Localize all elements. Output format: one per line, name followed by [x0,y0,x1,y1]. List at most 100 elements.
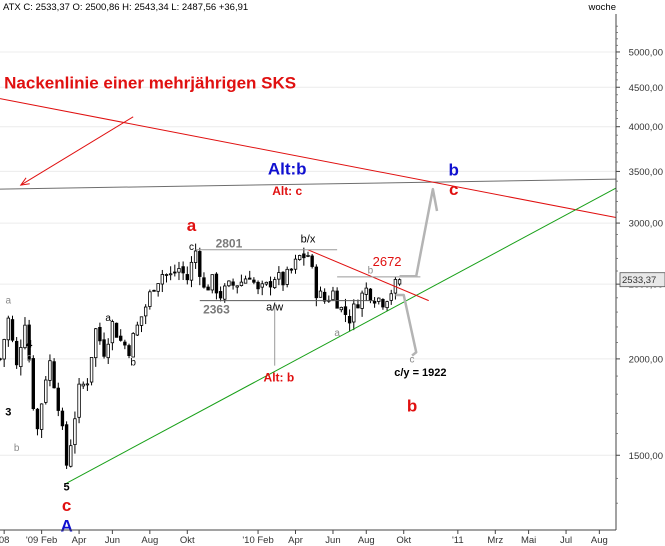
candle-body [181,266,185,274]
grid [0,51,616,456]
alt-c-red: Alt: c [272,184,302,198]
red-resistance-line [0,98,617,219]
candle-body [123,341,127,346]
candle-body [285,268,289,285]
candle-body [214,273,219,294]
quote-header: ATX C: 2533,37 O: 2500,86 H: 2543,34 L: … [3,2,248,13]
candle-body [102,339,106,357]
y-tick-label: 3000,00 [629,219,663,230]
candle-body [110,321,115,344]
candle-body [119,335,123,341]
candle-body [397,279,402,285]
candle-body [85,383,90,386]
candle-body [277,272,281,280]
candle-body [127,345,131,356]
b-blue-top: b [448,160,458,179]
candle-body [273,279,277,288]
y-tick-label: 3500,00 [629,167,663,178]
b-grey-mid: b [368,266,374,277]
candle-body [168,273,173,276]
candle-body [60,410,65,427]
y-tick-label: 5000,00 [629,47,663,58]
x-tick-label: Apr [72,535,87,546]
candle-body [252,279,256,283]
candle-body [310,255,314,267]
candle-body [235,285,239,288]
candle-body [52,361,56,389]
green-support-line [66,187,617,484]
candle-body [293,258,298,270]
y-tick-label: 4500,00 [629,83,663,94]
candle-body [264,281,269,285]
candle-body [239,281,244,287]
candle-body [364,287,368,295]
candle-body [0,358,2,361]
candle-body [114,322,119,338]
candle-body [48,360,52,381]
last-price-label: 2533,37 [622,275,656,286]
x-tick-label: '09 Feb [26,535,57,546]
candle-body [44,379,48,403]
y-tick-label: 4000,00 [629,122,663,133]
aw-label: a/w [266,302,283,314]
candle-body [143,306,148,317]
wave-4: 4 [26,338,33,350]
candle-body [318,290,323,298]
candle-body [19,347,23,368]
candle-body [223,285,227,300]
candle-body [23,324,27,349]
x-tick-label: Apr [288,535,303,546]
candle-body [39,403,44,430]
candle-body [31,358,35,410]
candle-body [260,283,264,288]
candle-body [331,290,335,301]
candle-body [202,277,206,288]
candle-body [69,445,73,467]
candle-body [148,291,152,307]
annotations: Nackenlinie einer mehrjährigen SKS Alt:b A… [4,74,459,536]
candle-body [377,297,381,302]
candle-body [106,343,110,359]
level-2672-label: 2672 [373,254,402,269]
y-tick-label: 2000,00 [629,354,663,365]
x-tick-label: '10 Feb [242,535,273,546]
candle-body [302,253,306,259]
x-tick-label: Jul [560,535,572,546]
b-red-low: b [407,396,417,415]
candle-body [152,289,156,292]
candle-body [131,333,135,358]
alt-b-red: Alt: b [264,370,295,384]
candle-body [193,250,198,263]
candle-body [189,261,194,281]
candle-body [385,301,389,309]
candle-body [339,306,343,311]
candle-body [243,278,248,284]
candle-body [27,324,31,361]
x-tick-label: Mrz [487,535,503,546]
candle-body [343,306,348,315]
candle-body [268,281,273,288]
candle-body [256,281,260,290]
trendlines [0,98,617,484]
candle-body [227,280,231,287]
c-small-2: c [27,353,32,364]
c-red-top: c [449,180,458,199]
candle-body [306,255,310,257]
b-small-1: b [14,443,20,454]
proj-down-path [395,293,418,357]
candle-body [335,290,339,309]
cy-label: c/y = 1922 [394,367,446,379]
level-2363-label: 2363 [203,303,230,317]
bx-label: b/x [301,234,316,246]
timeframe-label[interactable]: woche [588,2,616,13]
x-tick-label: Jun [325,535,340,546]
candle-body [94,328,98,359]
candle-body [177,268,181,273]
candle-body [314,266,319,299]
axes: 1500,002000,002500,003000,003500,004000,… [0,14,663,546]
candle-body [81,383,85,387]
a-small-2: a [105,313,111,324]
red-short-down-line [307,249,429,302]
candle-body [135,324,140,336]
candle-body [381,299,385,308]
